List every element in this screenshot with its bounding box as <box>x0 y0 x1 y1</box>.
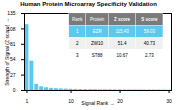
svg-text:3: 3 <box>76 53 79 58</box>
svg-text:ZW10: ZW10 <box>91 41 103 46</box>
svg-text:27: 27 <box>10 72 16 78</box>
svg-text:51.4: 51.4 <box>118 41 127 46</box>
svg-text:115.43: 115.43 <box>115 29 129 34</box>
svg-text:Strength of Signal (Z score) →: Strength of Signal (Z score) → <box>4 18 10 86</box>
svg-text:EZR: EZR <box>93 29 103 34</box>
svg-text:59.03: 59.03 <box>144 29 156 34</box>
svg-text:ST88: ST88 <box>92 53 103 58</box>
svg-text:108: 108 <box>7 25 16 32</box>
svg-text:40.73: 40.73 <box>144 41 156 46</box>
svg-text:10.67: 10.67 <box>116 53 128 58</box>
svg-text:20: 20 <box>117 98 123 104</box>
svg-text:2.73: 2.73 <box>145 53 154 58</box>
svg-text:1: 1 <box>26 98 29 104</box>
svg-text:10: 10 <box>68 98 74 104</box>
svg-text:Z score: Z score <box>114 17 131 22</box>
svg-text:54: 54 <box>10 56 16 62</box>
svg-text:30: 30 <box>166 98 172 104</box>
svg-text:135: 135 <box>7 10 16 16</box>
svg-text:0: 0 <box>13 87 16 93</box>
svg-text:S score: S score <box>141 17 158 22</box>
svg-text:81: 81 <box>10 41 16 47</box>
svg-text:2: 2 <box>76 41 79 46</box>
svg-text:Rank: Rank <box>72 17 83 22</box>
svg-text:1: 1 <box>76 29 79 34</box>
svg-text:Signal Rank →: Signal Rank → <box>81 100 114 106</box>
html-text:Human Protein Microarray Speci: Human Protein Microarray Specificity Val… <box>20 1 157 7</box>
svg-text:Protein: Protein <box>90 17 105 22</box>
